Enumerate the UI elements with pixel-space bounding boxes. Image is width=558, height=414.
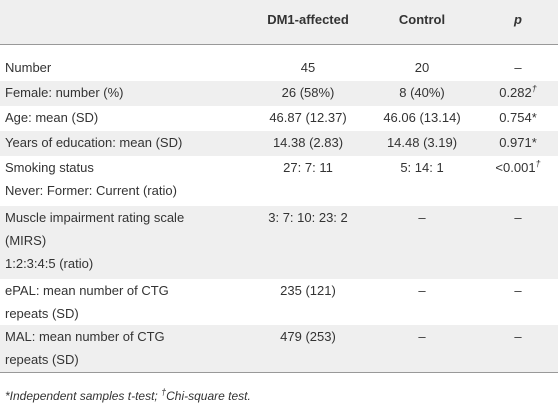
cell: – [514, 60, 522, 75]
row-label: Never: Former: Current (ratio) [5, 183, 177, 198]
cell: 20 [414, 60, 430, 75]
row-bg [0, 325, 558, 372]
cell: 5: 14: 1 [400, 160, 444, 175]
row-label: MAL: mean number of CTG [5, 329, 165, 344]
cell: – [514, 210, 522, 225]
bottom-rule [0, 372, 558, 373]
row-label: Number [5, 60, 52, 75]
cell: 0.971* [499, 135, 537, 150]
row-label: Muscle impairment rating scale [5, 210, 185, 225]
cell: 46.87 (12.37) [269, 110, 347, 125]
cell: 14.48 (3.19) [386, 135, 458, 150]
cell: – [418, 210, 426, 225]
row-label: repeats (SD) [5, 352, 79, 367]
row-bg [0, 81, 558, 106]
footnote-part2: Chi-square test. [166, 389, 251, 403]
row-label: Smoking status [5, 160, 94, 175]
row-label: Female: number (%) [5, 85, 124, 100]
footnote: *Independent samples t-test; †Chi-square… [5, 388, 251, 404]
cell: 0.754* [499, 110, 537, 125]
row-bg [0, 131, 558, 156]
footnote-sup: † [161, 387, 167, 397]
header-rule [0, 44, 558, 45]
cell: 46.06 (13.14) [383, 110, 461, 125]
header-bg [0, 0, 558, 44]
row-label: (MIRS) [5, 233, 47, 248]
cell: 3: 7: 10: 23: 2 [268, 210, 348, 225]
cell: <0.001† [495, 158, 541, 176]
cell: 45 [300, 60, 316, 75]
cell: 8 (40%) [399, 85, 445, 100]
row-label: ePAL: mean number of CTG [5, 283, 169, 298]
cell: 479 (253) [280, 329, 336, 344]
cell-text: 0.282 [499, 85, 532, 100]
cell: 27: 7: 11 [283, 160, 333, 175]
footnote-part1: *Independent samples t-test; [5, 389, 162, 403]
cell-sup: † [531, 83, 537, 94]
cell: – [514, 329, 522, 344]
row-label: Age: mean (SD) [5, 110, 99, 125]
cell: – [418, 329, 426, 344]
column-header: DM1-affected [267, 12, 349, 27]
cell: 26 (58%) [281, 85, 335, 100]
cell-sup: † [535, 158, 541, 169]
cell: 235 (121) [280, 283, 336, 298]
column-header: p [514, 12, 522, 27]
column-header: Control [398, 12, 446, 27]
row-label: repeats (SD) [5, 306, 79, 321]
row-bg [0, 206, 558, 279]
cell: 14.38 (2.83) [272, 135, 344, 150]
cell: – [514, 283, 522, 298]
row-label: Years of education: mean (SD) [5, 135, 183, 150]
row-label: 1:2:3:4:5 (ratio) [5, 256, 94, 271]
cell: – [418, 283, 426, 298]
cell-text: <0.001 [495, 160, 536, 175]
cell: 0.282† [499, 83, 537, 101]
